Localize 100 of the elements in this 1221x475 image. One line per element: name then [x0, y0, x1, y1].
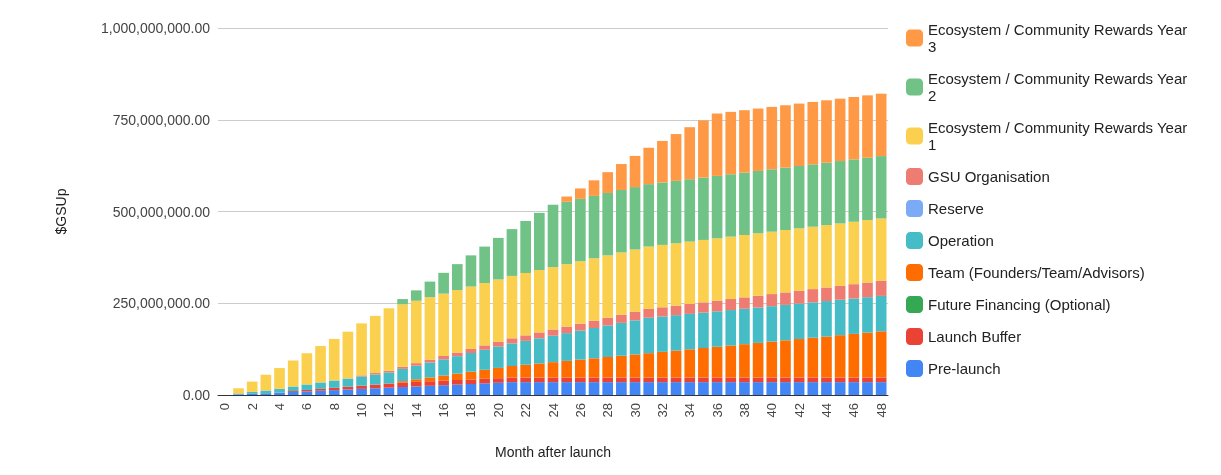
bar — [547, 267, 559, 330]
bar — [643, 246, 655, 309]
x-tick-label: 14 — [408, 403, 424, 418]
x-tick-label: 12 — [381, 403, 397, 418]
bar — [369, 374, 381, 385]
bar — [479, 349, 490, 370]
bar — [451, 264, 463, 291]
bar — [643, 184, 655, 247]
bar — [397, 368, 408, 382]
bar — [657, 244, 668, 308]
bar — [465, 286, 477, 349]
bar — [670, 315, 682, 351]
bar — [602, 357, 614, 378]
legend-label: GSU Organisation — [928, 168, 1050, 185]
bar — [492, 237, 504, 280]
bar — [492, 367, 504, 379]
bar — [807, 302, 819, 338]
legend-label: Reserve — [928, 200, 984, 217]
bar — [670, 350, 682, 378]
bar — [616, 377, 627, 383]
bar — [752, 170, 764, 234]
bar — [588, 180, 600, 196]
bar — [383, 372, 395, 384]
bar — [657, 307, 668, 317]
bar — [848, 221, 860, 285]
bar — [616, 355, 627, 378]
bar — [875, 156, 887, 219]
bar — [397, 304, 408, 367]
bar — [698, 239, 709, 303]
bar — [561, 264, 573, 327]
bar — [356, 323, 367, 376]
bar — [643, 147, 655, 185]
bar — [766, 377, 778, 383]
bar — [438, 356, 449, 360]
bar — [739, 234, 750, 298]
bar — [821, 225, 832, 288]
bar — [739, 377, 750, 383]
bar — [807, 164, 819, 227]
bar — [287, 386, 299, 392]
bar — [643, 353, 655, 378]
bar — [711, 311, 723, 347]
bar — [807, 382, 819, 395]
bar — [862, 382, 873, 395]
bar — [780, 377, 791, 383]
bar — [643, 382, 655, 395]
y-tick-label: 250,000,000.00 — [112, 295, 211, 312]
bar — [410, 379, 422, 382]
bar — [438, 380, 449, 386]
bar — [547, 329, 559, 336]
bar — [862, 157, 873, 221]
bar — [356, 385, 367, 389]
bar — [547, 335, 559, 363]
bar — [547, 382, 559, 395]
x-tick-label: 26 — [572, 403, 588, 418]
x-tick-label: 28 — [600, 403, 616, 418]
bar — [397, 387, 408, 395]
bar — [739, 344, 750, 378]
bar — [684, 241, 696, 304]
bar — [369, 388, 381, 395]
legend-label: Pre-launch — [928, 360, 1001, 377]
bar — [438, 359, 449, 376]
bar — [793, 339, 805, 378]
x-tick-label: 44 — [818, 403, 834, 418]
bar — [875, 295, 887, 332]
bar — [834, 161, 846, 224]
bar — [862, 297, 873, 333]
bar — [616, 382, 627, 395]
bar — [657, 140, 668, 183]
bar — [397, 382, 408, 388]
bar — [725, 111, 737, 175]
bar — [533, 363, 545, 378]
x-tick-label: 32 — [654, 403, 670, 418]
bar — [739, 308, 750, 345]
bar — [506, 229, 518, 276]
bar — [575, 359, 586, 378]
bar — [533, 338, 545, 364]
bar — [766, 231, 778, 295]
bar — [520, 377, 531, 383]
bar — [711, 113, 723, 176]
bar — [862, 282, 873, 298]
bar — [793, 382, 805, 395]
bar — [875, 382, 887, 395]
bar — [506, 382, 518, 395]
bar — [698, 377, 709, 383]
bar — [451, 373, 463, 381]
bar — [479, 369, 490, 379]
bar — [451, 356, 463, 374]
bar — [575, 377, 586, 383]
legend-label: Ecosystem / Community Rewards Year 3 — [928, 21, 1192, 55]
bar — [793, 290, 805, 304]
y-tick-label: 500,000,000.00 — [112, 203, 211, 220]
x-tick-label: 4 — [272, 403, 288, 411]
bar — [616, 190, 627, 253]
bar — [711, 346, 723, 378]
bar — [479, 378, 490, 384]
bar — [793, 303, 805, 340]
bar — [793, 228, 805, 291]
bar — [588, 195, 600, 259]
bar — [479, 246, 490, 283]
bar — [328, 390, 340, 395]
